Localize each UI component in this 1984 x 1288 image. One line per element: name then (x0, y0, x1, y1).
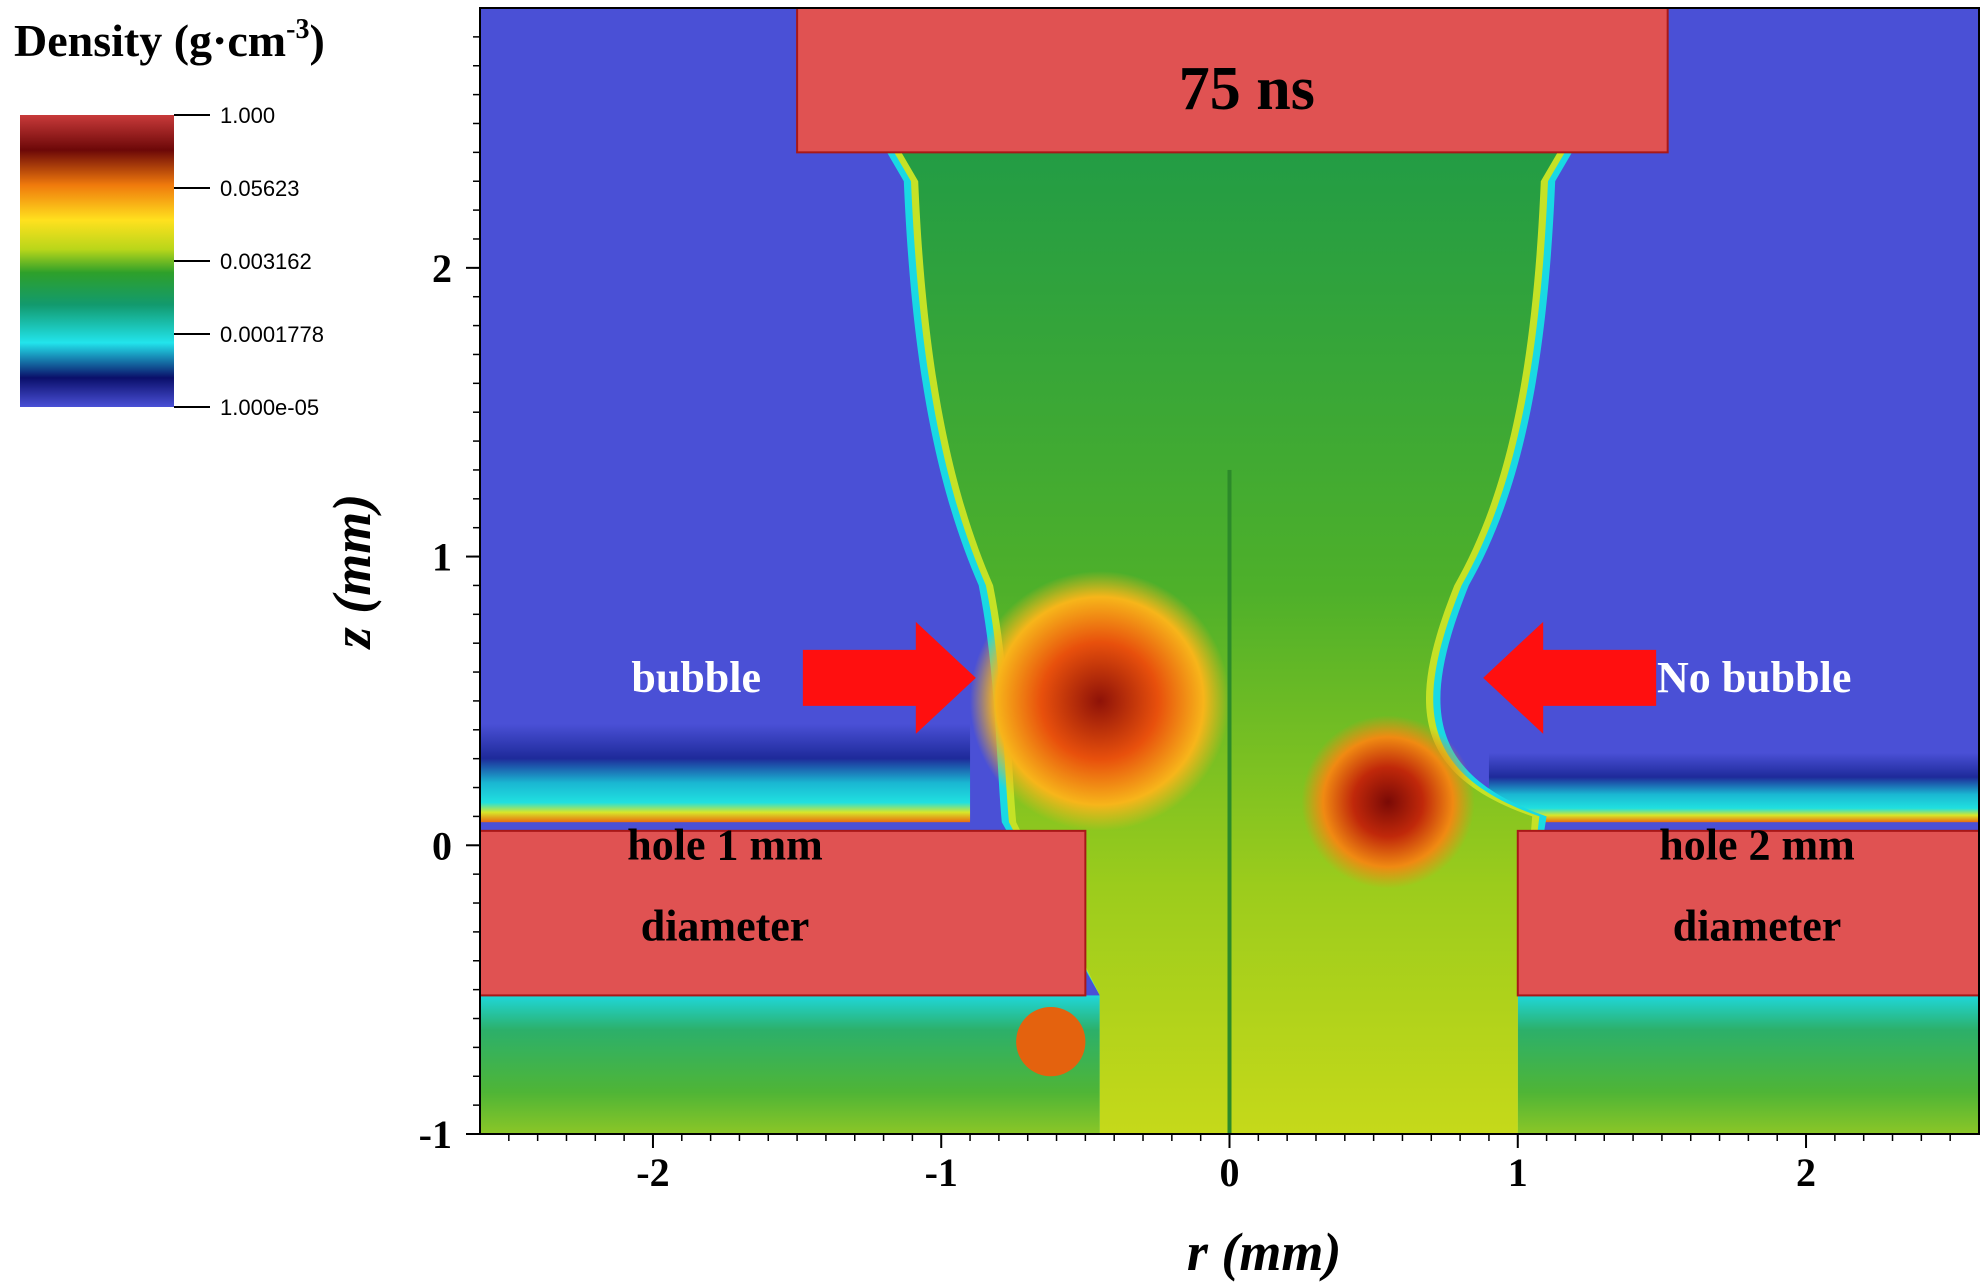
solid-plates (480, 8, 1979, 997)
colorbar-tick-label: 0.05623 (220, 176, 300, 201)
right-dense-region (1301, 715, 1475, 889)
annotations: bubble No bubble (631, 621, 1851, 734)
time-label: 75 ns (1179, 55, 1315, 123)
colorbar-gradient (20, 115, 174, 407)
plate-label-2-line1: hole 2 mm (1659, 821, 1855, 870)
x-tick-label: 1 (1508, 1150, 1528, 1195)
x-tick-label: -1 (925, 1150, 958, 1195)
annotation-arrow-2 (1483, 621, 1657, 734)
plate-label-2-line2: diameter (1673, 902, 1842, 951)
y-tick-label: 0 (432, 823, 452, 868)
right-shock-band (1488, 752, 1979, 823)
colorbar-tick-label: 1.000 (220, 103, 275, 128)
annotation-1: bubble (631, 653, 761, 702)
x-axis-label: r (mm) (1187, 1222, 1342, 1282)
colorbar-ticks: 1.000 0.05623 0.003162 0.0001778 1.000e-05 (174, 103, 324, 420)
plate-label-1-line1: hole 1 mm (627, 821, 823, 870)
y-tick-label: 1 (432, 535, 452, 580)
axis-centerline (1227, 469, 1232, 1134)
plate-label-1-line2: diameter (641, 902, 810, 951)
plate-3 (796, 8, 1669, 154)
colorbar-tick-label: 0.0001778 (220, 322, 324, 347)
annotation-arrow-1 (802, 621, 976, 734)
left-shock-band (480, 724, 971, 823)
plate-labels: hole 1 mm diameter hole 2 mm diameter (627, 821, 1855, 951)
x-tick-label: 2 (1796, 1150, 1816, 1195)
colorbar-tick-label: 1.000e-05 (220, 395, 319, 420)
plot-area (480, 8, 1979, 1134)
x-tick-label: -2 (636, 1150, 669, 1195)
y-tick-label: 2 (432, 246, 452, 291)
colorbar-title: Density (g·cm-3) (14, 14, 325, 66)
left-dense-region (969, 571, 1230, 831)
y-axis-label: z (mm) (322, 494, 382, 651)
colorbar-tick-label: 0.003162 (220, 249, 312, 274)
plate-2 (1516, 829, 1979, 997)
axes: -2 -1 0 1 2 -1 0 1 2 (419, 36, 1951, 1195)
vortex-region (1016, 1006, 1086, 1077)
plate-1 (480, 829, 1087, 997)
x-tick-label: 0 (1220, 1150, 1240, 1195)
y-tick-label: -1 (419, 1112, 452, 1157)
colorbar-legend: Density (g·cm-3) 1.000 0.05623 0.003162 0.0… (14, 14, 325, 420)
annotation-2: No bubble (1657, 653, 1851, 702)
